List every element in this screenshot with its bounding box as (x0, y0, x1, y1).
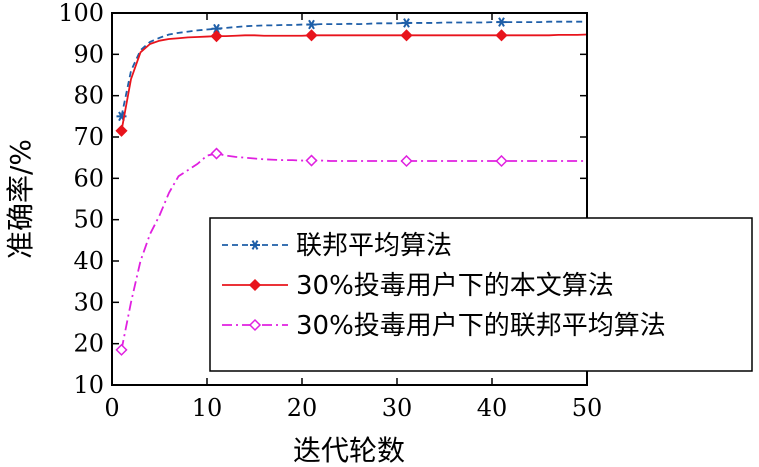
data-point-marker (210, 30, 223, 43)
series-layer (115, 17, 588, 356)
y-tick-label: 90 (73, 40, 104, 68)
legend-label: 联邦平均算法 (296, 231, 452, 261)
plot-frame (111, 12, 588, 386)
y-tick-label: 30 (73, 288, 104, 316)
x-tick-label: 30 (382, 394, 413, 422)
data-point-marker (115, 124, 128, 137)
y-tick-label: 70 (73, 123, 104, 151)
y-axis-title: 准确率/% (4, 139, 37, 259)
x-tick-label: 40 (477, 394, 508, 422)
data-point-marker (400, 29, 413, 42)
y-tick-label: 10 (73, 371, 104, 399)
data-point-marker (496, 17, 507, 27)
series-line (120, 152, 587, 351)
x-tick-label: 50 (572, 394, 603, 422)
legend-marker (248, 318, 262, 332)
x-axis-title: 迭代轮数 (293, 434, 405, 467)
y-tick-label: 60 (73, 164, 104, 192)
data-point-marker (306, 19, 317, 30)
legend-item-3: 30%投毒用户下的联邦平均算法 (222, 311, 666, 341)
x-tick-label: 10 (192, 394, 223, 422)
x-tick-label: 0 (104, 394, 119, 422)
data-point-marker (305, 29, 318, 42)
data-point-marker (495, 29, 508, 42)
data-point-marker (400, 154, 413, 168)
legend-item-1: 联邦平均算法 (222, 231, 452, 261)
series-1 (116, 17, 587, 122)
data-point-marker (495, 154, 508, 168)
legend-box (209, 217, 753, 372)
data-point-marker (210, 147, 223, 160)
legend-label: 30%投毒用户下的联邦平均算法 (296, 311, 666, 341)
legend: 联邦平均算法 30%投毒用户下的本文算法 30%投毒用户下的联邦平均算法 (209, 217, 753, 372)
legend-label: 30%投毒用户下的本文算法 (296, 271, 614, 301)
y-tick-label: 100 (58, 0, 104, 27)
data-point-marker (115, 343, 128, 356)
y-tick-label: 20 (73, 330, 104, 358)
legend-marker (250, 240, 260, 250)
data-point-marker (211, 23, 222, 34)
legend-marker (248, 278, 262, 292)
y-tick-label: 80 (73, 82, 104, 110)
y-tick-label: 40 (73, 247, 104, 275)
data-point-marker (401, 18, 412, 28)
data-point-marker (305, 154, 318, 167)
y-tick-label: 50 (73, 206, 104, 234)
series-3 (115, 147, 587, 356)
series-line (120, 20, 587, 117)
series-line (120, 33, 588, 131)
series-2 (115, 29, 588, 137)
legend-item-2: 30%投毒用户下的本文算法 (222, 271, 614, 301)
x-tick-label: 20 (287, 394, 318, 422)
